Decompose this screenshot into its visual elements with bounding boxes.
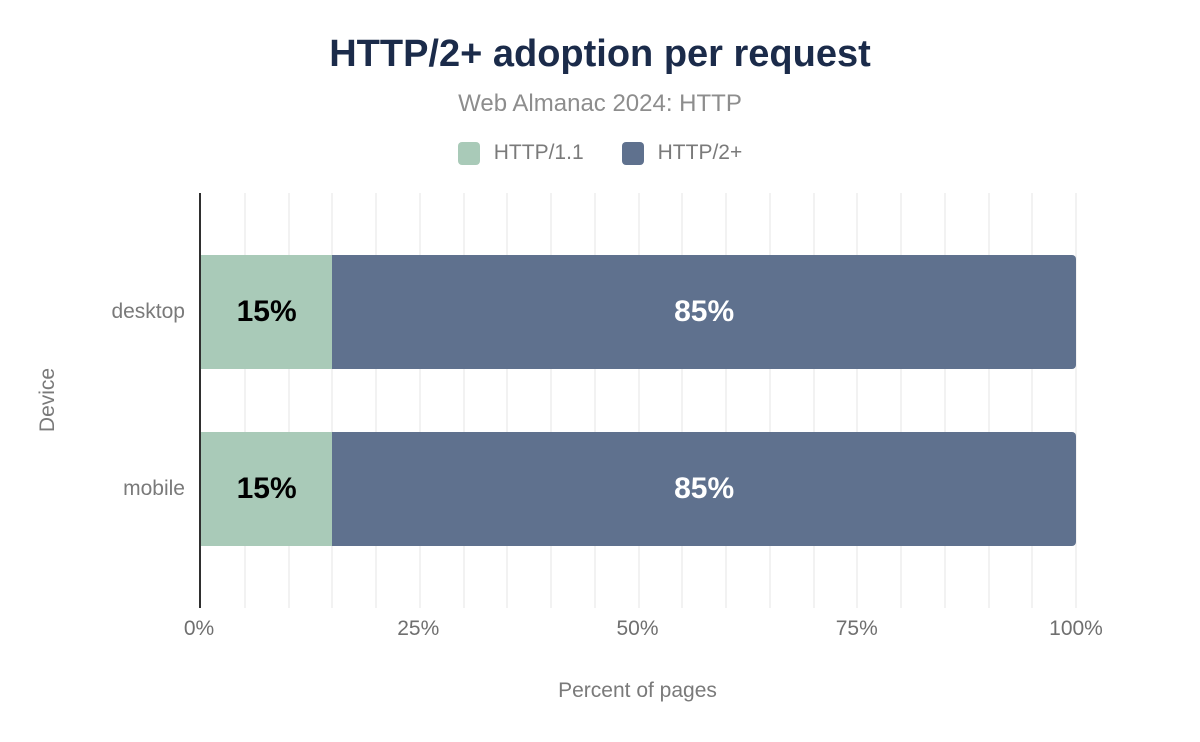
bar-value-label: 15% [236,472,297,505]
x-tick-label-50: 50% [616,617,659,640]
legend-label: HTTP/2+ [657,141,743,164]
category-label-mobile: mobile [123,477,185,500]
bar-segment-desktop-http-1-1[interactable]: 15% [201,255,333,369]
gridline [900,193,902,608]
x-axis-title: Percent of pages [558,679,717,702]
gridline [287,193,290,608]
bar-segment-desktop-http-2[interactable]: 85% [332,255,1076,369]
category-label-desktop: desktop [111,300,185,323]
gridline [375,193,377,608]
gridline [331,193,334,608]
gridline [462,193,465,608]
gridline [1075,193,1077,608]
legend-swatch-http-2 [621,141,644,165]
bar-segment-mobile-http-2[interactable]: 85% [332,432,1076,546]
gridline [593,193,596,608]
gridline [418,193,421,608]
legend-swatch-http-1-1 [457,141,480,165]
y-axis-title: Device [36,367,59,433]
gridline [725,193,727,608]
bar-segment-mobile-http-1-1[interactable]: 15% [201,432,333,546]
legend-item-http-2[interactable]: HTTP/2+ [621,141,743,165]
gridline [681,193,684,608]
x-tick-label-75: 75% [835,617,878,640]
gridline [987,193,990,608]
gridline [1031,193,1034,608]
gridline [506,193,509,608]
legend: HTTP/1.1 HTTP/2+ [0,141,1200,165]
x-tick-label-25: 25% [397,617,440,640]
gridline [856,193,859,608]
bar-row-mobile: 15% 85% [201,432,1076,546]
bar-row-desktop: 15% 85% [201,255,1076,369]
legend-item-http-1-1[interactable]: HTTP/1.1 [457,141,584,165]
bar-value-label: 15% [236,295,297,328]
gridline [812,193,815,608]
x-tick-label-0: 0% [183,617,215,640]
gridline [243,193,246,608]
chart-title: HTTP/2+ adoption per request [329,33,871,75]
gridline [768,193,771,608]
gridline [943,193,946,608]
bar-value-label: 85% [674,295,735,328]
gridline [637,193,640,608]
bar-value-label: 85% [674,472,735,505]
plot-area: 15% 85% 15% 85% [199,193,1077,608]
chart-subtitle: Web Almanac 2024: HTTP [458,90,742,117]
legend-label: HTTP/1.1 [493,141,584,164]
gridline [550,193,552,608]
x-tick-label-100: 100% [1049,617,1103,640]
